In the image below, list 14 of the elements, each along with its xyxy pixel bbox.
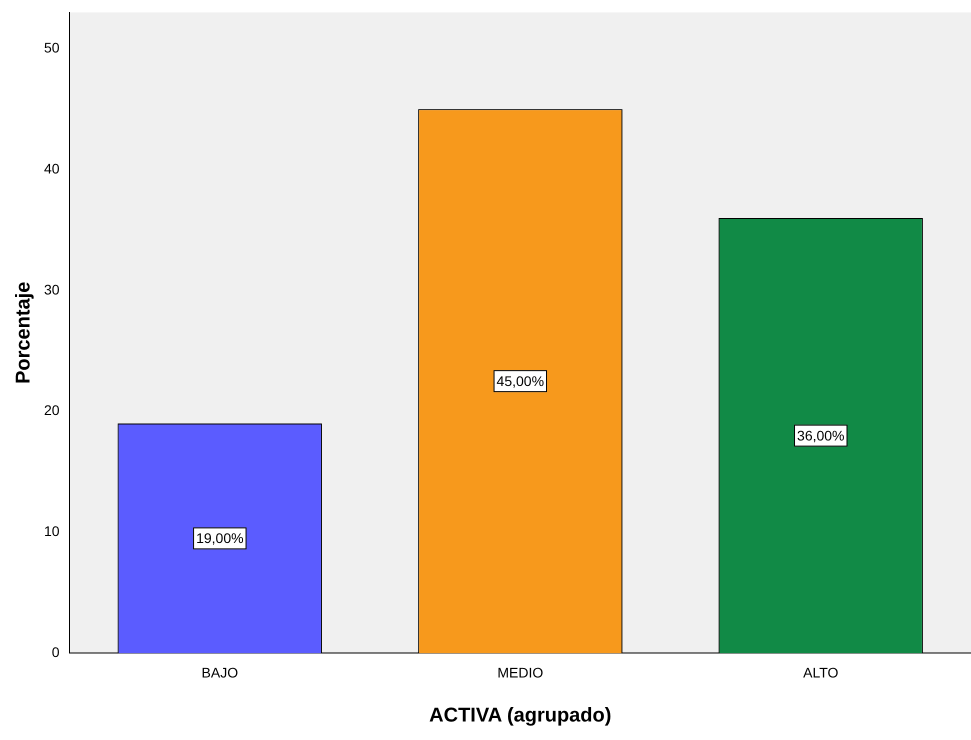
y-tick-label: 20 — [44, 402, 60, 418]
y-tick-label: 40 — [44, 160, 60, 176]
y-tick-label: 10 — [44, 523, 60, 540]
x-tick-label: ALTO — [803, 664, 839, 680]
x-tick-label: BAJO — [202, 664, 238, 680]
y-tick-label: 50 — [44, 40, 60, 56]
y-tick-label: 0 — [52, 644, 60, 660]
x-tick-label: MEDIO — [497, 664, 544, 680]
data-label: 45,00% — [496, 373, 544, 390]
y-tick-label: 30 — [44, 281, 60, 298]
x-axis-title: ACTIVA (agrupado) — [429, 704, 612, 727]
data-label: 36,00% — [797, 427, 845, 444]
data-label: 19,00% — [196, 530, 244, 546]
y-axis-title: Porcentaje — [12, 282, 35, 384]
